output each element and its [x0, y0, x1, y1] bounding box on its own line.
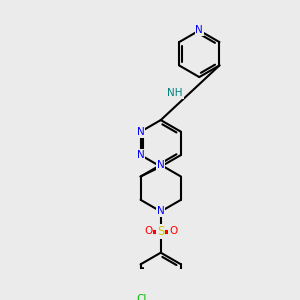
Text: N: N [157, 206, 165, 217]
Text: Cl: Cl [136, 294, 146, 300]
Text: N: N [195, 26, 203, 35]
Text: N: N [137, 150, 145, 160]
Text: N: N [157, 160, 165, 170]
Text: N: N [137, 127, 145, 137]
Text: O: O [169, 226, 177, 236]
Text: NH: NH [167, 88, 183, 98]
Text: S: S [157, 225, 164, 238]
Text: O: O [144, 226, 152, 236]
